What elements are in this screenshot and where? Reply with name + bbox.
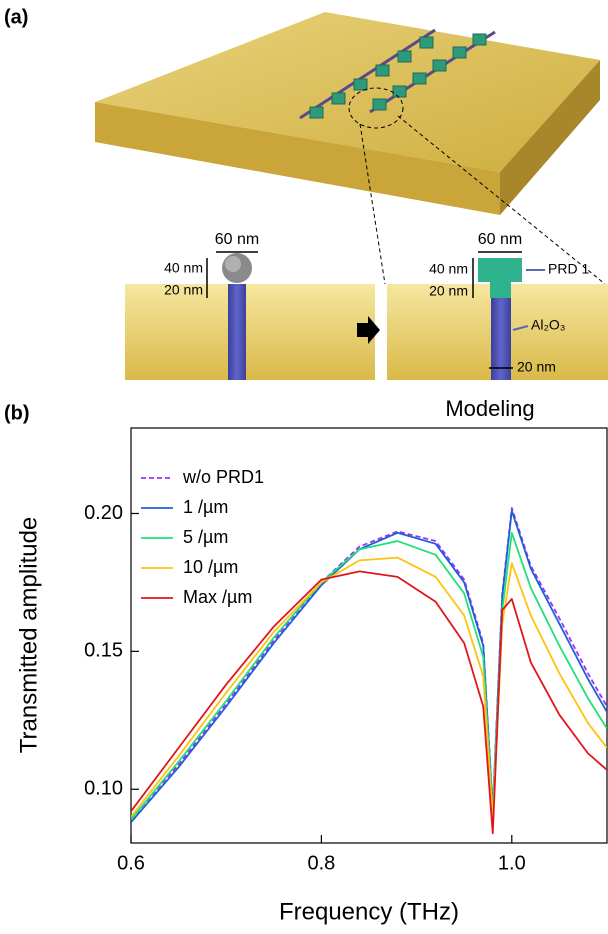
- legend-label: Max /µm: [183, 587, 252, 607]
- legend-label: 1 /µm: [183, 497, 228, 517]
- dimension-label: 60 nm: [478, 231, 522, 248]
- y-tick-label: 0.10: [84, 778, 123, 800]
- dimension-label: 20 nm: [164, 282, 203, 298]
- series-line: [131, 507, 607, 821]
- legend-label: 10 /µm: [183, 557, 238, 577]
- legend-label: w/o PRD1: [182, 467, 264, 487]
- x-axis-label: Frequency (THz): [279, 898, 459, 925]
- y-tick-label: 0.20: [84, 502, 123, 524]
- dimension-label: 20 nm: [429, 283, 468, 299]
- dimension-label: 40 nm: [429, 261, 468, 277]
- caption: Modeling: [445, 396, 534, 421]
- panel-label: (b): [4, 402, 30, 424]
- slab: [95, 12, 606, 285]
- x-tick-label: 0.6: [117, 852, 145, 874]
- x-tick-label: 0.8: [307, 852, 335, 874]
- plot-area: [131, 507, 607, 835]
- oxide-label: Al₂O₃: [531, 317, 565, 333]
- panel-label: (a): [4, 6, 28, 28]
- series-line: [131, 509, 607, 823]
- right-section: [387, 251, 608, 380]
- dimension-label: 20 nm: [517, 359, 556, 375]
- y-tick-label: 0.15: [84, 640, 123, 662]
- series-line: [131, 531, 607, 821]
- x-tick-label: 1.0: [498, 852, 526, 874]
- dimension-label: 60 nm: [215, 231, 259, 248]
- series-line: [131, 556, 607, 821]
- arrow: [357, 316, 380, 344]
- legend-label: 5 /µm: [183, 527, 228, 547]
- y-axis-label: Transmitted amplitude: [15, 517, 42, 754]
- prd-label: PRD 1: [548, 261, 589, 277]
- series-line: [131, 570, 607, 835]
- left-section: [125, 251, 375, 380]
- plot-frame: [130, 427, 608, 844]
- dimension-label: 40 nm: [164, 260, 203, 276]
